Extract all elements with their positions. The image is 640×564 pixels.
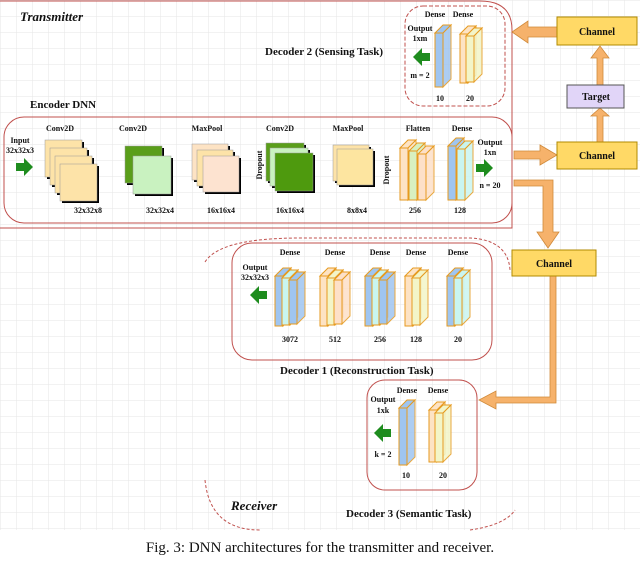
encoder-layer-size: 16x16x4 xyxy=(276,206,304,215)
decoder1-layer-size: 20 xyxy=(454,335,462,344)
maxpool-1-map xyxy=(202,155,241,194)
decoder1-title: Decoder 1 (Reconstruction Task) xyxy=(280,365,434,377)
encoder-layer-type: Conv2D xyxy=(266,124,294,133)
encoder-layer-size: 16x16x4 xyxy=(207,206,235,215)
channel-box-3: Channel xyxy=(511,249,597,277)
maxpool-2-map xyxy=(336,148,375,187)
decoder1-output-arrow-icon xyxy=(250,286,267,304)
decoder1-output-label: Output xyxy=(243,263,268,272)
encoder-layer-type: Conv2D xyxy=(119,124,147,133)
decoder2-dense-20 xyxy=(464,26,484,84)
dropout-label-1: Dropout xyxy=(255,150,264,179)
decoder3-output-arrow-icon xyxy=(374,424,391,442)
receiver-frame xyxy=(204,237,516,531)
decoder3-layer-type: Dense xyxy=(397,386,418,395)
decoder2-layer-type: Dense xyxy=(453,10,474,19)
decoder3-output-note: k = 2 xyxy=(374,450,391,459)
decoder3-output-shape: 1xk xyxy=(377,406,390,415)
arrow-channel-to-decoder2 xyxy=(511,20,558,44)
decoder2-title: Decoder 2 (Sensing Task) xyxy=(265,46,383,58)
encoder-layer-type: Dense xyxy=(452,124,473,133)
decoder3-layer-size: 20 xyxy=(439,471,447,480)
decoder1-layer-size: 512 xyxy=(329,335,341,344)
decoder1-layer-size: 256 xyxy=(374,335,386,344)
encoder-output-arrow-icon xyxy=(476,159,493,177)
encoder-frame xyxy=(3,116,513,224)
decoder1-dense-20 xyxy=(452,268,472,327)
decoder1-layer-type: Dense xyxy=(448,248,469,257)
decoder2-output-shape: 1xm xyxy=(413,34,428,43)
arrow-channel3-to-decoder3 xyxy=(478,275,557,410)
encoder-title: Encoder DNN xyxy=(30,99,96,111)
decoder1-layer-type: Dense xyxy=(370,248,391,257)
encoder-layer-type: Flatten xyxy=(406,124,431,133)
svg-text:Channel: Channel xyxy=(536,259,572,270)
arrow-encoder-to-channel xyxy=(513,144,558,166)
decoder1-dense-512 xyxy=(332,270,352,326)
encoder-layer-size: 256 xyxy=(409,206,421,215)
encoder-layer-size: 128 xyxy=(454,206,466,215)
decoder2-layer-type: Dense xyxy=(425,10,446,19)
decoder2-output-arrow-icon xyxy=(413,48,430,66)
decoder1-layer-type: Dense xyxy=(325,248,346,257)
decoder3-layer-type: Dense xyxy=(428,386,449,395)
arrow-encoder-to-channel3 xyxy=(513,179,560,249)
channel-box-1: Channel xyxy=(556,16,638,46)
decoder1-dense-3072 xyxy=(287,270,307,326)
orange-arrows xyxy=(478,20,611,410)
decoder2-layer-size: 20 xyxy=(466,94,474,103)
decoder3-title: Decoder 3 (Semantic Task) xyxy=(346,508,472,520)
decoder3-dense-10 xyxy=(397,398,417,467)
decoder3-layer-size: 10 xyxy=(402,471,410,480)
encoder-output-note: n = 20 xyxy=(479,181,500,190)
dense-128-layer xyxy=(455,139,475,202)
encoder-layer-size: 32x32x4 xyxy=(146,206,174,215)
channel-box-2: Channel xyxy=(556,141,638,170)
input-shape: 32x32x3 xyxy=(6,146,34,155)
decoder2-dense-10 xyxy=(433,23,453,89)
decoder2-frame xyxy=(404,5,506,107)
decoder1-output-shape: 32x32x3 xyxy=(241,273,269,282)
input-arrow-icon xyxy=(16,158,33,176)
flatten-layer xyxy=(416,144,436,202)
arrow-target-to-channel xyxy=(590,45,610,86)
encoder-layer-type: Conv2D xyxy=(46,124,74,133)
encoder-layer-size: 32x32x8 xyxy=(74,206,102,215)
decoder1-layer-size: 128 xyxy=(410,335,422,344)
decoder3-output-label: Output xyxy=(371,395,396,404)
encoder-layer-type: MaxPool xyxy=(333,124,364,133)
encoder-output-shape: 1xn xyxy=(484,148,497,157)
dropout-label-2: Dropout xyxy=(382,155,391,184)
conv2d-3-filter xyxy=(274,152,315,193)
decoder1-layer-type: Dense xyxy=(280,248,301,257)
decoder2-layer-size: 10 xyxy=(436,94,444,103)
decoder3-frame xyxy=(366,379,478,491)
encoder-layer-size: 8x8x4 xyxy=(347,206,367,215)
svg-text:Channel: Channel xyxy=(579,151,615,162)
conv2d-1-filter xyxy=(59,163,99,203)
conv2d-2-filter xyxy=(132,155,173,196)
input-label: Input xyxy=(10,136,29,145)
svg-text:Channel: Channel xyxy=(579,27,615,38)
decoder1-dense-128 xyxy=(410,268,430,327)
decoder1-layer-type: Dense xyxy=(406,248,427,257)
encoder-layer-type: MaxPool xyxy=(192,124,223,133)
transmitter-frame xyxy=(0,0,513,229)
target-box: Target xyxy=(566,84,625,109)
decoder1-frame xyxy=(231,242,493,361)
decoder1-layer-size: 3072 xyxy=(282,335,298,344)
decoder2-output-label: Output xyxy=(408,24,433,33)
receiver-label: Receiver xyxy=(230,498,278,513)
arrow-channel-to-target xyxy=(589,107,611,143)
transmitter-label: Transmitter xyxy=(20,9,84,24)
encoder-output-label: Output xyxy=(478,138,503,147)
figure-caption: Fig. 3: DNN architectures for the transm… xyxy=(146,540,494,556)
decoder2-output-note: m = 2 xyxy=(410,71,429,80)
decoder1-dense-256 xyxy=(377,270,397,326)
decoder3-dense-20 xyxy=(433,403,453,464)
svg-text:Target: Target xyxy=(582,92,611,103)
